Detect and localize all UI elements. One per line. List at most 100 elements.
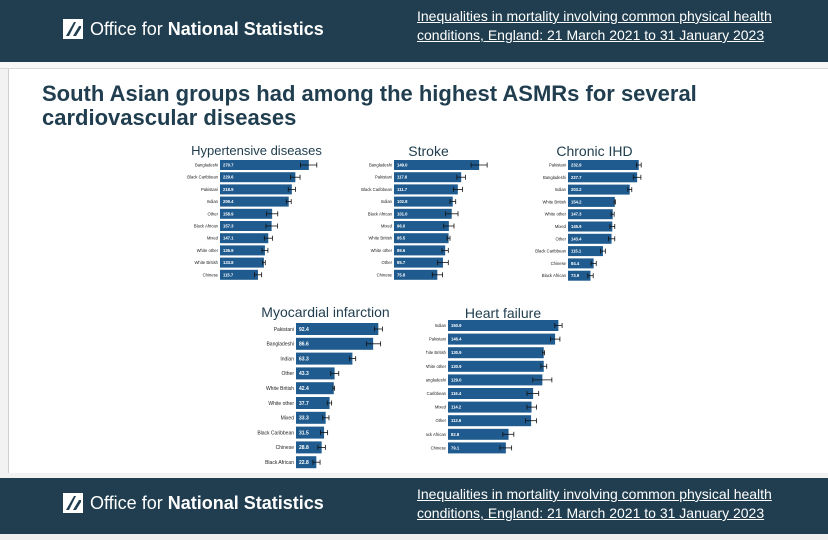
category-label: Pakistani (549, 162, 566, 167)
chart-title: Heart failure (464, 305, 542, 321)
value-label: 22.8 (299, 460, 309, 466)
bar-black-african (220, 221, 272, 231)
bar-mixed (568, 221, 613, 232)
bar-white-other (220, 245, 265, 256)
slide-headline: South Asian groups had among the highest… (42, 81, 697, 130)
category-label: Other (208, 211, 219, 216)
value-label: 133.8 (223, 260, 234, 265)
bar-pakistani (448, 333, 556, 345)
value-label: 229.6 (223, 175, 234, 180)
bar-other (394, 257, 443, 268)
value-label: 203.2 (571, 187, 582, 192)
chart-plot: Pakistani 92.4 Bangladeshi 86.6 Indian 63.3 Ot… (257, 323, 383, 469)
bar-other (296, 367, 335, 380)
value-label: 149.0 (397, 162, 408, 167)
bar-white-british (448, 347, 544, 359)
bar-pakistani (220, 184, 292, 195)
category-label: Black African (542, 273, 567, 278)
bar-indian (394, 196, 453, 207)
value-label: 92.4 (299, 327, 309, 333)
category-label: White British (266, 386, 294, 392)
category-label: Black African (368, 211, 393, 216)
bar-pakistani (296, 323, 379, 335)
report-link[interactable]: Inequalities in mortality involving comm… (417, 486, 772, 521)
value-label: 227.7 (571, 175, 582, 180)
value-label: 129.0 (451, 377, 462, 382)
bar-white-other (296, 397, 330, 409)
bar-chinese (394, 269, 438, 280)
bar-black-caribbean (448, 388, 534, 399)
category-label: Mixed (381, 223, 393, 228)
bar-white-british (568, 196, 615, 207)
bar-chinese (296, 441, 322, 454)
category-label: Indian (435, 323, 447, 328)
bar-black-african (448, 428, 509, 440)
ons-logo[interactable]: Office for National Statistics (62, 492, 324, 514)
value-label: 116.4 (451, 391, 462, 396)
category-label: Other (281, 371, 294, 377)
bar-mixed (296, 411, 326, 424)
value-label: 89.6 (397, 248, 406, 253)
ons-logo-icon (63, 19, 83, 39)
value-label: 218.9 (223, 187, 234, 192)
value-label: 37.7 (299, 401, 309, 407)
bar-black-caribbean (220, 172, 296, 183)
header-band: Office for National Statistics Inequalit… (0, 0, 828, 62)
category-label: Black Caribbean (535, 249, 566, 254)
category-label: White other (371, 248, 393, 253)
value-label: 117.6 (397, 175, 408, 180)
value-label: 111.7 (397, 187, 408, 192)
category-label: Pakistani (429, 337, 446, 342)
report-link[interactable]: Inequalities in mortality involving comm… (417, 8, 772, 43)
category-label: Bangladeshi (426, 377, 446, 382)
bar-black-african (568, 270, 591, 281)
chart-hypertensive-diseases: Hypertensive diseases Bangladeshi 270.7 Bl… (180, 142, 333, 292)
value-label: 232.9 (571, 162, 582, 167)
value-label: 130.9 (451, 350, 462, 355)
chart-plot: Bangladeshi 270.7 Black Caribbean 229.6 Paki… (187, 160, 318, 280)
value-label: 82.8 (451, 432, 460, 437)
bar-indian (220, 196, 289, 207)
bar-white-british (296, 382, 334, 395)
category-label: Mixed (207, 236, 219, 241)
bar-black-african (394, 208, 452, 219)
bar-black-african (296, 456, 317, 469)
category-label: Black Caribbean (361, 187, 392, 192)
category-label: Mixed (555, 224, 567, 229)
category-label: White other (545, 212, 567, 217)
value-label: 79.1 (451, 445, 460, 450)
bar-other (448, 415, 532, 427)
category-label: Pakistani (375, 175, 392, 180)
category-label: Black Caribbean (257, 430, 294, 436)
bar-white-british (394, 233, 449, 244)
chart-plot: Pakistani 232.9 Bangladeshi 227.7 Indian 203.… (535, 160, 642, 281)
value-label: 28.8 (299, 445, 309, 451)
category-label: Bangladeshi (543, 175, 566, 180)
category-label: Indian (555, 187, 567, 192)
footer-strip (0, 534, 828, 540)
value-label: 31.5 (299, 430, 309, 436)
category-label: White British (426, 350, 447, 355)
value-label: 75.8 (397, 272, 406, 277)
bar-mixed (220, 233, 269, 244)
value-label: 43.3 (299, 371, 309, 377)
value-label: 113.6 (451, 418, 462, 423)
value-label: 85.7 (397, 260, 406, 265)
bar-black-caribbean (568, 246, 603, 257)
bar-indian (568, 184, 630, 195)
bar-other (568, 233, 612, 244)
category-label: Bangladeshi (195, 162, 218, 167)
chart-chronic-ihd: Chronic IHD Pakistani 232.9 Bangladeshi 227… (532, 142, 657, 292)
bar-chinese (448, 442, 506, 454)
category-label: White other (268, 401, 294, 407)
value-label: 86.6 (299, 342, 309, 348)
category-label: Other (436, 418, 447, 423)
value-label: 102.8 (397, 199, 408, 204)
bar-bangladeshi (394, 160, 480, 170)
value-label: 63.3 (299, 356, 309, 362)
category-label: Other (556, 236, 567, 241)
bar-other (220, 208, 273, 219)
category-label: Black Caribbean (426, 391, 447, 396)
chart-title: Chronic IHD (556, 143, 633, 159)
ons-logo[interactable]: Office for National Statistics (62, 18, 324, 40)
